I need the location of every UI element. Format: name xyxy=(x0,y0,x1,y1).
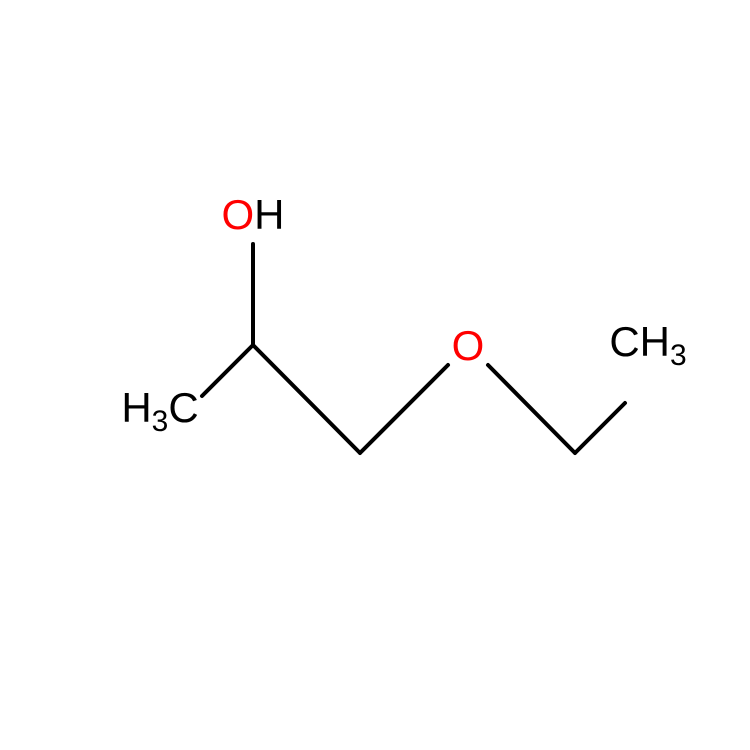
atom-segment: H xyxy=(254,191,284,238)
atom-segment: H xyxy=(121,384,151,431)
molecule-diagram: OHH3COCH3 xyxy=(0,0,750,750)
bond xyxy=(202,345,253,396)
atom-segment: H xyxy=(640,318,670,365)
atom-segment: C xyxy=(609,318,639,365)
atom-segment: O xyxy=(221,191,254,238)
bond xyxy=(575,403,625,453)
bond xyxy=(488,365,575,453)
bond xyxy=(360,365,448,453)
atom-segment: 3 xyxy=(152,405,169,438)
atom-segment: 3 xyxy=(670,339,687,372)
atom-CH3_R: CH3 xyxy=(609,321,686,371)
bond-layer xyxy=(0,0,750,750)
atom-segment: O xyxy=(452,322,485,369)
atom-segment: C xyxy=(168,384,198,431)
atom-O_mid: O xyxy=(452,325,485,367)
atom-OH: OH xyxy=(221,194,284,236)
bond xyxy=(253,345,360,453)
atom-H3C_L: H3C xyxy=(121,387,198,437)
